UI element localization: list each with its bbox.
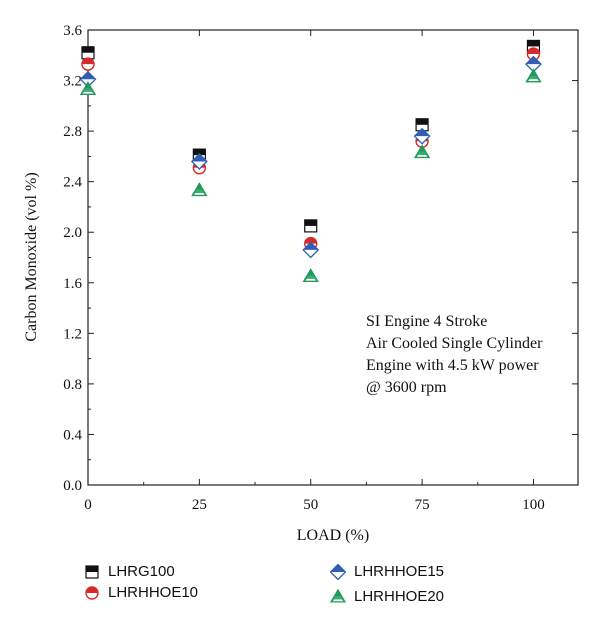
- x-axis-label: LOAD (%): [297, 527, 369, 544]
- data-point-lhrhhoe15: [413, 127, 431, 145]
- annotation-line: SI Engine 4 Stroke: [366, 313, 487, 330]
- legend-marker: [330, 588, 346, 603]
- y-tick-label: 2.4: [63, 175, 82, 191]
- annotation-line: @ 3600 rpm: [366, 379, 447, 396]
- legend-marker: [85, 585, 99, 600]
- x-tick-label: 100: [522, 497, 545, 513]
- data-point-lhrhhoe20: [525, 68, 542, 83]
- legend-item: LHRG100: [84, 563, 175, 580]
- legend-label: LHRHHOE20: [354, 588, 445, 605]
- y-axis-label: Carbon Monoxide (vol %): [23, 172, 40, 341]
- data-point-lhrhhoe10: [526, 47, 541, 61]
- axis-ticks: 0.0 0.4 0.8 1.2 1.6 2.0 2.4 2.8 3.2 3.6 0 25 50 75 100: [63, 23, 578, 513]
- y-tick-label: 2.8: [63, 124, 82, 140]
- data-point-lhrg100: [304, 219, 318, 233]
- legend-item: LHRHHOE15: [330, 563, 444, 580]
- annotation-line: Air Cooled Single Cylinder: [366, 335, 543, 352]
- legend-label: LHRHHOE10: [108, 584, 199, 601]
- data-point-lhrhhoe20: [79, 81, 97, 95]
- legend-marker: [330, 563, 346, 580]
- y-tick-label: 1.6: [63, 276, 82, 292]
- legend-item: LHRHHOE20: [330, 588, 444, 605]
- x-tick-label: 50: [303, 497, 318, 513]
- legend-marker: [85, 564, 99, 579]
- y-tick-label: 2.0: [63, 225, 82, 241]
- x-tick-label: 0: [84, 497, 92, 513]
- y-tick-label: 3.2: [63, 74, 82, 90]
- legend-marker-shape: [330, 588, 346, 603]
- data-point-lhrg100: [415, 118, 429, 132]
- y-tick-label: 0.4: [63, 427, 82, 443]
- y-tick-label: 1.2: [63, 326, 82, 342]
- x-tick-label: 25: [192, 497, 207, 513]
- data-points: [79, 39, 542, 283]
- legend-label: LHRG100: [108, 563, 175, 580]
- data-point-lhrg100: [81, 46, 95, 60]
- axes: [87, 29, 579, 486]
- data-point-lhrhhoe10: [81, 57, 95, 71]
- data-point-lhrhhoe20: [302, 268, 319, 283]
- legend-label: LHRHHOE15: [354, 563, 445, 580]
- data-point-lhrhhoe15: [190, 153, 208, 170]
- data-point-lhrhhoe15: [302, 241, 320, 259]
- y-tick-label: 3.6: [63, 23, 82, 39]
- legend-marker-shape: [330, 563, 346, 580]
- annotation-line: Engine with 4.5 kW power: [366, 357, 539, 374]
- annotation-box: SI Engine 4 Stroke Air Cooled Single Cyl…: [366, 313, 543, 396]
- y-tick-label: 0.8: [63, 377, 82, 393]
- data-point-lhrhhoe20: [413, 144, 431, 159]
- plot-frame: [87, 29, 579, 486]
- x-tick-label: 75: [415, 497, 430, 513]
- data-point-lhrhhoe20: [191, 182, 208, 197]
- legend-marker-shape: [85, 585, 99, 600]
- chart-plot: 0.0 0.4 0.8 1.2 1.6 2.0 2.4 2.8 3.2 3.6 0 25 50 75 100…: [23, 23, 579, 544]
- y-tick-label: 0.0: [63, 478, 82, 494]
- legend-marker-shape: [85, 564, 99, 579]
- legend-item: LHRHHOE10: [84, 584, 198, 601]
